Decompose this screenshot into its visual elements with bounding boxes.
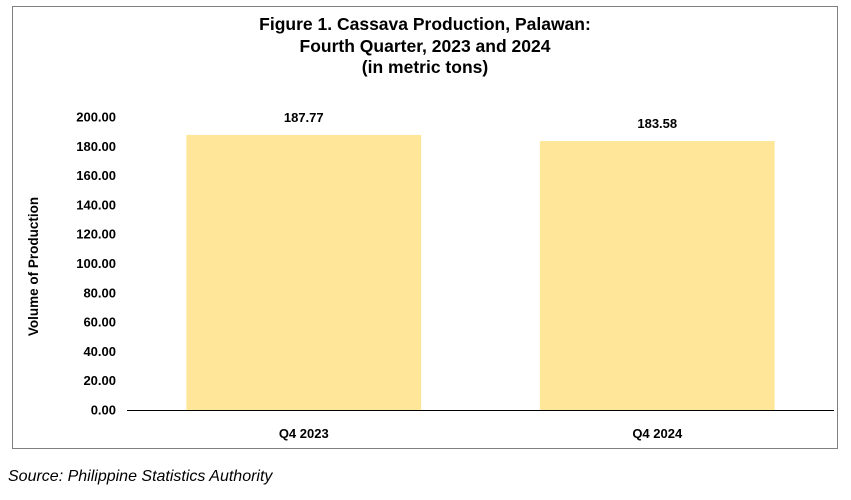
chart-title-line-1: Figure 1. Cassava Production, Palawan: — [259, 14, 591, 34]
x-tick-label: Q4 2023 — [279, 426, 329, 441]
y-tick-label: 40.00 — [83, 344, 116, 359]
bar — [539, 141, 775, 410]
y-tick-label: 200.00 — [76, 110, 116, 125]
y-tick-label: 0.00 — [91, 403, 116, 418]
x-tick-label: Q4 2024 — [632, 426, 683, 441]
y-tick-label: 140.00 — [76, 197, 116, 212]
chart-title-line-3: (in metric tons) — [361, 57, 489, 77]
y-tick-label: 60.00 — [83, 315, 116, 330]
y-tick-label: 20.00 — [83, 373, 116, 388]
data-label: 183.58 — [637, 116, 677, 131]
bar — [186, 134, 422, 411]
source-note: Source: Philippine Statistics Authority — [8, 468, 273, 485]
y-tick-label: 100.00 — [76, 256, 116, 271]
y-tick-label: 80.00 — [83, 285, 116, 300]
y-tick-label: 180.00 — [76, 139, 116, 154]
chart-title: Figure 1. Cassava Production, Palawan: F… — [12, 14, 838, 79]
data-label: 187.77 — [284, 110, 324, 125]
chart-title-line-2: Fourth Quarter, 2023 and 2024 — [299, 35, 551, 56]
y-tick-label: 160.00 — [76, 168, 116, 183]
y-tick-label: 120.00 — [76, 227, 116, 242]
y-axis-title: Volume of Production — [26, 197, 41, 336]
